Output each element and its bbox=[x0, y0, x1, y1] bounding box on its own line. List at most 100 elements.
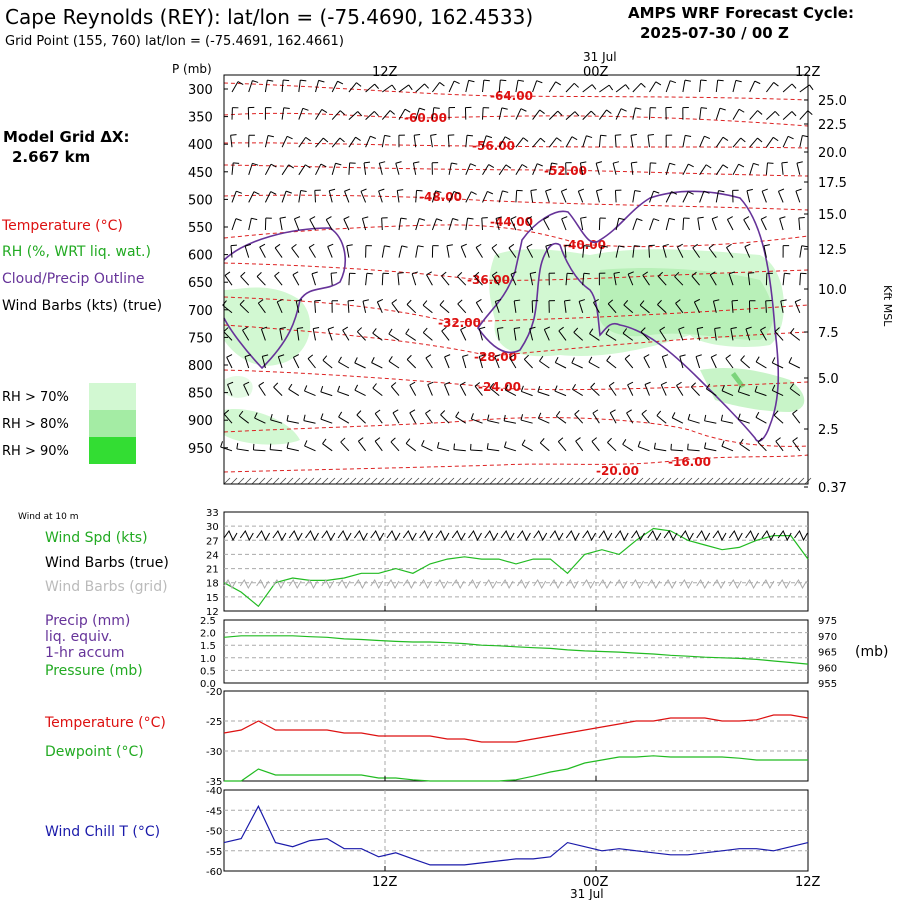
wind-barb-flag bbox=[737, 413, 741, 420]
wind-barb-flag bbox=[487, 190, 494, 195]
wind-barb bbox=[792, 413, 801, 424]
wind-barb bbox=[261, 356, 266, 369]
wind-barb-flag bbox=[501, 107, 508, 110]
series-line bbox=[223, 804, 809, 866]
y-tick-label: 24 bbox=[206, 550, 219, 561]
wind-barb-flag bbox=[520, 108, 527, 112]
wind-barb bbox=[772, 389, 784, 397]
wind-barb bbox=[381, 217, 383, 231]
wind-barb-flag bbox=[780, 299, 787, 302]
wind-barbs-grid-label: Wind Barbs (grid) bbox=[45, 579, 168, 595]
wind-barb bbox=[757, 441, 767, 452]
wind-barb bbox=[699, 191, 705, 203]
wind-barb bbox=[592, 412, 600, 424]
wind-barb-flag bbox=[374, 409, 381, 414]
wind-barb-flag bbox=[462, 354, 469, 357]
wind-barb bbox=[799, 245, 803, 258]
wind-barb bbox=[665, 218, 670, 231]
terrain-hatch bbox=[244, 477, 252, 485]
wind-barb bbox=[515, 137, 524, 148]
wind-barb-flag bbox=[737, 385, 741, 392]
wind-barb-flag bbox=[676, 381, 682, 386]
wind-barb-flag bbox=[486, 135, 493, 139]
wind-barb bbox=[665, 191, 672, 203]
wind-barb-flag bbox=[722, 164, 729, 169]
wind-barb bbox=[288, 388, 300, 397]
wind-barb bbox=[425, 357, 433, 369]
wind-barb bbox=[766, 111, 776, 120]
wind-barb bbox=[674, 276, 684, 286]
wind-barb-flag bbox=[713, 299, 720, 302]
wind-barb bbox=[755, 416, 767, 424]
wind-barb bbox=[775, 440, 784, 452]
wind-barb-flag bbox=[590, 382, 596, 388]
wind-barb-flag bbox=[520, 414, 524, 421]
wind-barb bbox=[248, 218, 252, 231]
wind-barb-flag bbox=[508, 243, 515, 249]
terrain-hatch bbox=[356, 477, 364, 485]
wind-barb bbox=[520, 419, 533, 424]
wind-barb bbox=[448, 80, 455, 93]
model-cycle-value: 2025-07-30 / 00 Z bbox=[640, 24, 789, 42]
wind-barb-flag bbox=[279, 216, 286, 219]
wind-barb-flag bbox=[411, 271, 418, 275]
wind-barb bbox=[298, 164, 306, 176]
wind-barb bbox=[662, 245, 667, 258]
wind-barb bbox=[598, 135, 602, 148]
wind-barb-flag bbox=[322, 355, 328, 361]
terrain-hatch bbox=[384, 477, 392, 485]
wind-barb bbox=[589, 333, 600, 341]
wind-barb bbox=[710, 356, 717, 369]
wind-barb bbox=[291, 247, 300, 258]
wind-barb bbox=[627, 273, 634, 286]
terrain-hatch bbox=[531, 477, 539, 485]
wind-barb bbox=[441, 330, 450, 341]
wind-barb-flag bbox=[529, 326, 536, 330]
wind-barb-flag bbox=[372, 383, 377, 389]
wind-barb-flag bbox=[270, 191, 277, 195]
wind-barb-grid bbox=[516, 579, 530, 590]
wind-barb bbox=[560, 191, 567, 203]
wind-barb bbox=[427, 384, 433, 396]
wind-barb-flag bbox=[242, 326, 248, 331]
wind-barb bbox=[622, 332, 634, 341]
wind-barb-true bbox=[761, 529, 776, 542]
y-tick-label: -45 bbox=[206, 806, 222, 817]
wind-barb-flag bbox=[539, 109, 545, 114]
pressure-tick: 800 bbox=[188, 359, 213, 374]
wind-barb-flag bbox=[544, 326, 551, 330]
wind-barb-grid bbox=[386, 579, 400, 590]
wind-barb bbox=[238, 415, 250, 424]
grid-point-subtitle: Grid Point (155, 760) lat/lon = (-75.469… bbox=[5, 34, 344, 49]
wind-barb-grid bbox=[549, 579, 563, 590]
wind-barb-flag bbox=[401, 245, 408, 248]
wind-barb bbox=[327, 328, 333, 341]
wind-barb-grid bbox=[663, 579, 677, 590]
terrain-hatch bbox=[328, 477, 336, 485]
wind-barb bbox=[460, 246, 467, 258]
wind-barb bbox=[381, 245, 385, 258]
wind-barb-flag bbox=[622, 328, 628, 334]
wind-barb-flag bbox=[371, 357, 375, 363]
wind-barb bbox=[644, 384, 650, 396]
wind-barb-flag bbox=[279, 326, 286, 330]
wind-barb bbox=[715, 164, 724, 176]
wind-barb-true bbox=[533, 529, 548, 542]
wind-barb bbox=[732, 108, 740, 120]
wind-barb-flag bbox=[555, 81, 561, 86]
wind-barb-flag bbox=[574, 111, 580, 117]
wind-barb-flag bbox=[774, 327, 780, 332]
wind-panel: 12 15 18 21 24 27 30 33 bbox=[206, 508, 809, 618]
wind-barb bbox=[409, 412, 417, 424]
wind-barb-flag bbox=[433, 107, 440, 109]
wind-barb bbox=[643, 357, 650, 369]
wind-barb bbox=[264, 163, 272, 176]
wind-barb-flag bbox=[708, 244, 715, 249]
wind-barb-true bbox=[321, 529, 336, 542]
wind-barb bbox=[660, 384, 667, 396]
wind-barb bbox=[415, 83, 425, 93]
wind-barb bbox=[799, 110, 809, 120]
wind-barb bbox=[296, 328, 300, 341]
wind-barb bbox=[697, 218, 701, 231]
wind-barb-flag bbox=[230, 244, 237, 247]
